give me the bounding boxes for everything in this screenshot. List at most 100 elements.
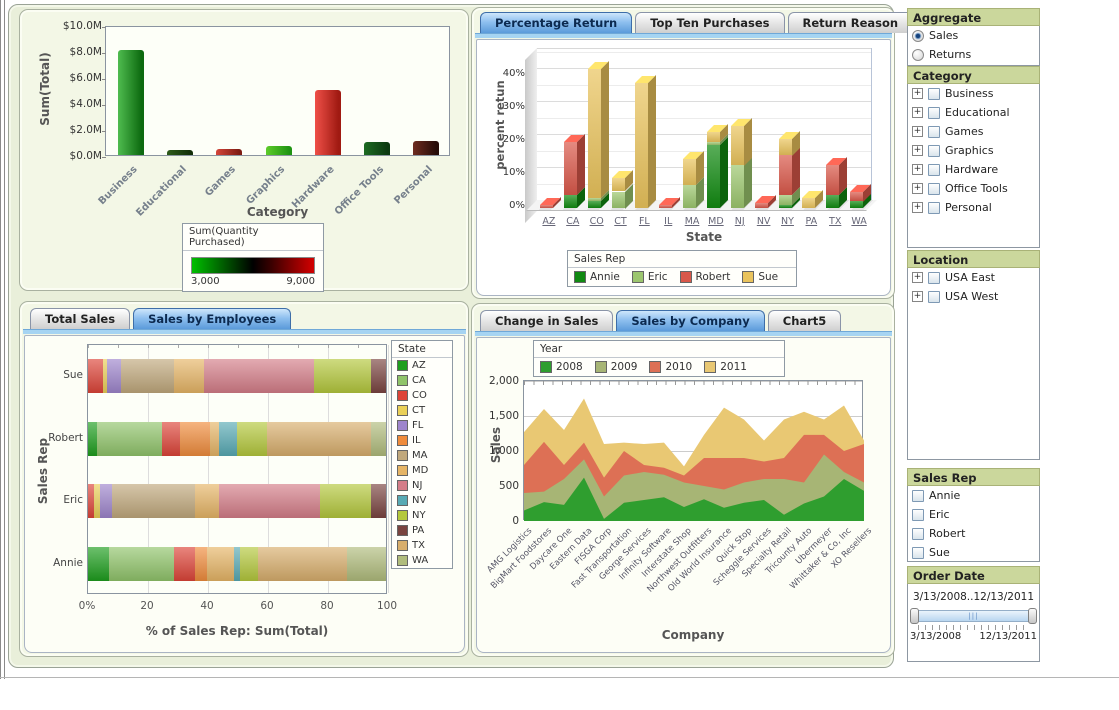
aggregate-option-sales[interactable]: Sales [908,26,1039,45]
state-label-MD[interactable]: MD [708,216,724,227]
state-label-MA[interactable]: MA [684,216,700,227]
hbar-segment-Sue-CT[interactable] [102,359,108,393]
bar3d-segment-NY-Annie[interactable] [778,196,800,208]
bar3d-segment-TX-Annie[interactable] [826,186,848,208]
hbar-segment-Annie-IL[interactable] [195,546,208,581]
state-label-NY[interactable]: NY [781,216,794,227]
bar3d-segment-CT-Sue[interactable] [611,170,633,192]
return-tab-2[interactable]: Return Reason [787,12,914,33]
bar3d-segment-IL-Robert[interactable] [659,196,681,208]
expand-icon[interactable]: + [912,126,923,137]
hbar-segment-Sue-NY[interactable] [314,359,372,393]
checkbox[interactable] [912,508,924,521]
area-series-2009[interactable] [524,454,864,522]
bar3d-segment-MD-Eric[interactable] [707,134,728,146]
state-label-CA[interactable]: CA [566,216,580,227]
state-label-CO[interactable]: CO [589,216,604,227]
bar3d-segment-NY-Robert[interactable] [778,147,800,195]
bar3d-segment-AZ-Robert[interactable] [540,196,561,208]
state-label-NV[interactable]: NV [756,216,771,227]
slider-handle-left[interactable] [910,608,919,624]
return-tab-0[interactable]: Percentage Return [480,12,633,33]
state-label-CT[interactable]: CT [614,216,627,227]
slider-track[interactable]: ||| [916,610,1031,622]
sales-rep-item-robert[interactable]: Robert [908,524,1039,543]
hbar-segment-Eric-PA[interactable] [371,484,386,518]
sales-tab-1[interactable]: Sales by Employees [133,308,292,329]
checkbox[interactable] [928,125,940,138]
state-label-FL[interactable]: FL [638,216,650,227]
bar3d-segment-NY-Sue[interactable] [778,130,800,156]
hbar-segment-Robert-MD[interactable] [210,421,220,456]
checkbox[interactable] [928,144,940,157]
bar3d-segment-CO-Sue[interactable] [587,61,609,199]
bar3d-segment-MA-Eric[interactable] [683,176,705,208]
slider-grip-icon[interactable]: ||| [968,612,979,620]
expand-icon[interactable]: + [912,164,923,175]
hbar-segment-Sue-FL[interactable] [107,359,121,393]
hbar-segment-Annie-CA[interactable] [108,546,175,581]
hbar-segment-Sue-CO[interactable] [88,359,103,393]
sales-rep-item-sue[interactable]: Sue [908,543,1039,562]
bar3d-segment-TX-Robert[interactable] [826,157,848,195]
hbar-segment-Annie-CO[interactable] [174,546,196,581]
hbar-segment-Robert-IL[interactable] [180,421,211,456]
hbar-segment-Robert-AZ[interactable] [88,421,97,456]
hbar-segment-Annie-NY[interactable] [239,546,258,581]
radio-button[interactable] [912,48,924,61]
category-item-hardware[interactable]: + Hardware [908,160,1039,179]
hbar-segment-Eric-MD[interactable] [195,484,220,518]
stacked-area-svg[interactable] [524,381,864,521]
bar3d-segment-NJ-Eric[interactable] [730,157,752,208]
bar3d-segment-PA-Sue[interactable] [802,190,824,208]
hbar-segment-Annie-TX[interactable] [257,546,348,581]
category-item-office-tools[interactable]: + Office Tools [908,179,1039,198]
expand-icon[interactable]: + [912,107,923,118]
bar-office-tools[interactable] [364,142,391,155]
radio-button[interactable] [912,29,924,42]
company-tab-0[interactable]: Change in Sales [480,310,614,331]
category-item-business[interactable]: + Business [908,84,1039,103]
bar-educational[interactable] [166,149,193,155]
hbar-segment-Annie-AZ[interactable] [88,546,109,581]
hbar-segment-Eric-MA[interactable] [111,484,196,518]
hbar-segment-Eric-NJ[interactable] [219,484,321,518]
bar3d-segment-CO-Eric[interactable] [587,190,609,202]
hbar-segment-Eric-CO[interactable] [88,484,94,518]
bar3d-segment-MD-Annie[interactable] [707,137,728,208]
bar3d-segment-CO-Annie[interactable] [587,193,609,208]
return-tab-1[interactable]: Top Ten Purchases [635,12,785,33]
category-item-personal[interactable]: + Personal [908,198,1039,217]
hbar-segment-Annie-WA[interactable] [347,546,386,581]
expand-icon[interactable]: + [912,145,923,156]
bar-personal[interactable] [413,140,440,155]
sales-tab-0[interactable]: Total Sales [30,308,131,329]
state-label-NJ[interactable]: NJ [734,216,745,227]
checkbox[interactable] [912,527,924,540]
checkbox[interactable] [912,546,924,559]
hbar-segment-Eric-CT[interactable] [93,484,100,518]
location-item-usa-west[interactable]: + USA West [908,287,1039,306]
checkbox[interactable] [928,201,940,214]
category-item-graphics[interactable]: + Graphics [908,141,1039,160]
bar3d-segment-MA-Sue[interactable] [683,150,705,185]
checkbox[interactable] [928,290,940,303]
hbar-segment-Robert-WA[interactable] [371,421,386,456]
category-item-educational[interactable]: + Educational [908,103,1039,122]
expand-icon[interactable]: + [912,202,923,213]
area-series-2008[interactable] [524,477,864,521]
hbar-segment-Robert-CA[interactable] [96,421,163,456]
sales-rep-item-eric[interactable]: Eric [908,505,1039,524]
bar3d-segment-CT-Eric[interactable] [611,183,633,208]
expand-icon[interactable]: + [912,291,923,302]
category-item-games[interactable]: + Games [908,122,1039,141]
bar3d-segment-NJ-Sue[interactable] [730,117,752,166]
bar3d-segment-CA-Robert[interactable] [563,134,585,195]
checkbox[interactable] [928,106,940,119]
checkbox[interactable] [928,163,940,176]
bar3d-segment-WA-Annie[interactable] [850,193,872,208]
location-item-usa-east[interactable]: + USA East [908,268,1039,287]
hbar-segment-Annie-NV[interactable] [233,546,240,581]
hbar-segment-Robert-TX[interactable] [266,421,372,456]
state-label-TX[interactable]: TX [829,216,842,227]
